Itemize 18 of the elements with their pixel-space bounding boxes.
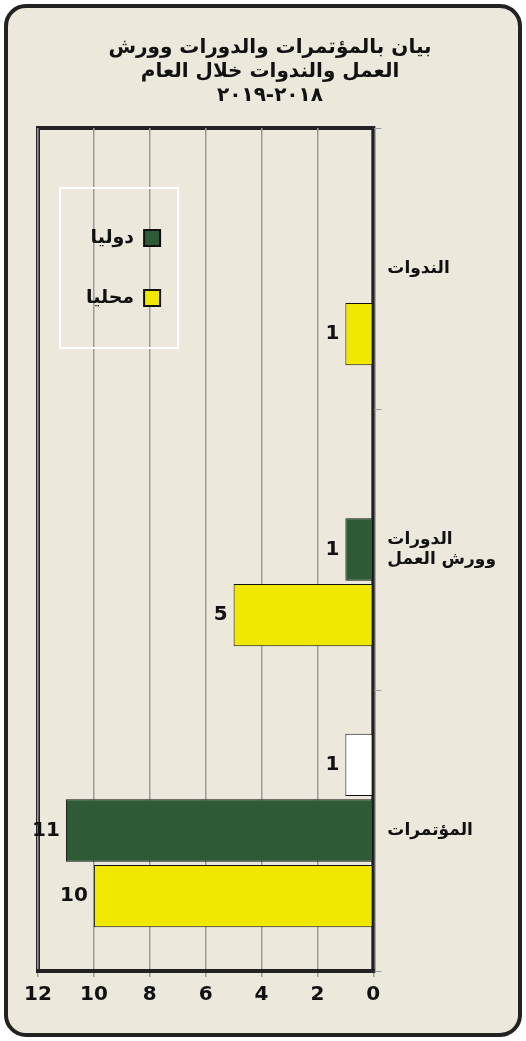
y-tick-label: المؤتمرات xyxy=(387,818,473,840)
chart-title: بيان بالمؤتمرات والدورات وورش العمل والندوات خلال العام ٢٠١٨-٢٠١٩ xyxy=(108,34,432,107)
data-label: 10 xyxy=(60,882,88,907)
x-tick-label: 6 xyxy=(198,981,213,1006)
y-tick-label: الدورات وورش العمل xyxy=(387,527,497,570)
x-tick-label: 4 xyxy=(254,981,269,1006)
legend-label: دوليا xyxy=(90,224,135,248)
x-tick-label: 8 xyxy=(142,981,157,1006)
data-label: 5 xyxy=(213,601,228,626)
x-tick-label: 12 xyxy=(24,981,52,1006)
x-tick-label: 2 xyxy=(310,981,325,1006)
legend-label: محليا xyxy=(85,284,135,307)
x-tick-label: 0 xyxy=(366,981,381,1006)
data-label: 1 xyxy=(325,751,340,776)
y-tick-label: الندوات xyxy=(387,256,450,278)
data-label: 1 xyxy=(325,535,340,560)
data-label: 1 xyxy=(325,320,340,345)
x-tick-label: 10 xyxy=(79,981,108,1006)
